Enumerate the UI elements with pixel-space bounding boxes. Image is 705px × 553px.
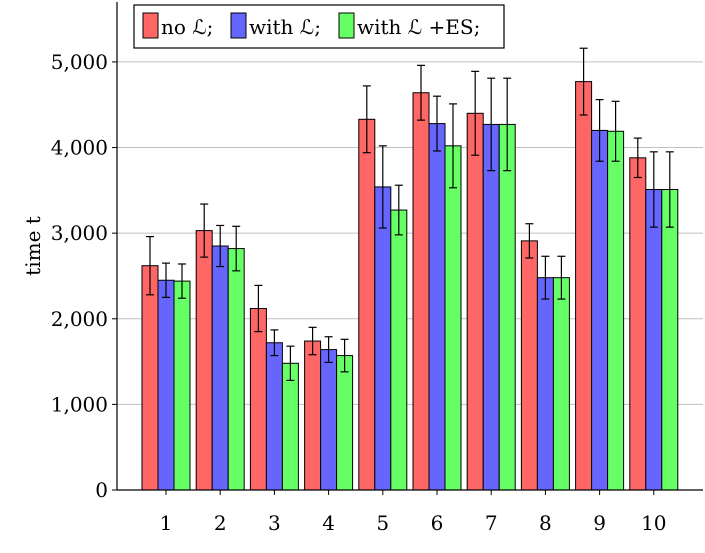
bar-4-series-0: [304, 340, 322, 491]
y-tick-label-5: 5,000: [51, 50, 108, 74]
bar-7-series-0: [466, 112, 484, 491]
x-tick-label-7: 7: [485, 511, 498, 535]
bar-3-series-1: [265, 342, 283, 491]
legend: no ℒ; with ℒ; with ℒ +ES;: [133, 4, 505, 49]
bar-1-series-0: [141, 265, 159, 491]
x-tick-label-1: 1: [160, 511, 173, 535]
y-tick-label-4: 4,000: [51, 136, 108, 160]
bar-1-series-1: [157, 279, 175, 491]
x-tick-label-4: 4: [322, 511, 335, 535]
y-tick-label-2: 2,000: [51, 307, 108, 331]
bar-2-series-2: [227, 248, 245, 491]
legend-swatch-with-l: [230, 12, 247, 39]
bar-8-series-0: [520, 240, 538, 491]
bar-4-series-2: [336, 355, 354, 491]
x-tick-labels: 1 2 3 4 5 6 7 8 9 10: [160, 511, 667, 535]
bar-7-series-2: [498, 123, 516, 491]
y-axis-label: time t: [21, 216, 45, 276]
x-tick-label-3: 3: [268, 511, 281, 535]
bar-4-series-1: [320, 349, 338, 491]
legend-label-with-l: with ℒ;: [249, 15, 321, 39]
error-bars: [146, 47, 674, 382]
x-tick-label-6: 6: [431, 511, 444, 535]
legend-swatch-with-l-es: [338, 12, 355, 39]
x-tick-label-9: 9: [593, 511, 606, 535]
bar-3-series-2: [281, 362, 299, 491]
x-tick-label-5: 5: [376, 511, 389, 535]
bar-9-series-1: [591, 129, 609, 491]
bar-5-series-1: [374, 186, 392, 491]
bar-7-series-1: [482, 123, 500, 491]
x-tick-label-8: 8: [539, 511, 552, 535]
legend-box: [133, 4, 505, 49]
axes: [112, 2, 703, 495]
bar-3-series-0: [249, 307, 267, 491]
y-tick-label-0: 0: [95, 478, 108, 502]
x-tick-label-10: 10: [641, 511, 666, 535]
bar-6-series-1: [428, 123, 446, 491]
bar-9-series-2: [607, 130, 625, 491]
bar-2-series-1: [211, 245, 229, 491]
bar-6-series-0: [412, 92, 430, 491]
legend-label-no-l: no ℒ;: [161, 15, 213, 39]
bar-10-series-1: [645, 188, 663, 491]
bars: [141, 81, 679, 491]
x-tick-label-2: 2: [214, 511, 227, 535]
y-tick-labels: 0 1,000 2,000 3,000 4,000 5,000: [51, 50, 108, 502]
bar-8-series-1: [536, 277, 554, 491]
bar-5-series-2: [390, 209, 408, 491]
bar-9-series-0: [575, 81, 593, 491]
bar-10-series-0: [629, 157, 647, 491]
bar-2-series-0: [195, 230, 213, 491]
bar-6-series-2: [444, 145, 462, 491]
y-tick-label-3: 3,000: [51, 221, 108, 245]
bar-5-series-0: [358, 118, 376, 491]
bar-8-series-2: [552, 277, 570, 491]
legend-swatch-no-l: [142, 12, 159, 39]
legend-label-with-l-es: with ℒ +ES;: [357, 15, 480, 39]
bar-1-series-2: [173, 280, 191, 491]
y-tick-label-1: 1,000: [51, 392, 108, 416]
bar-10-series-2: [661, 188, 679, 491]
